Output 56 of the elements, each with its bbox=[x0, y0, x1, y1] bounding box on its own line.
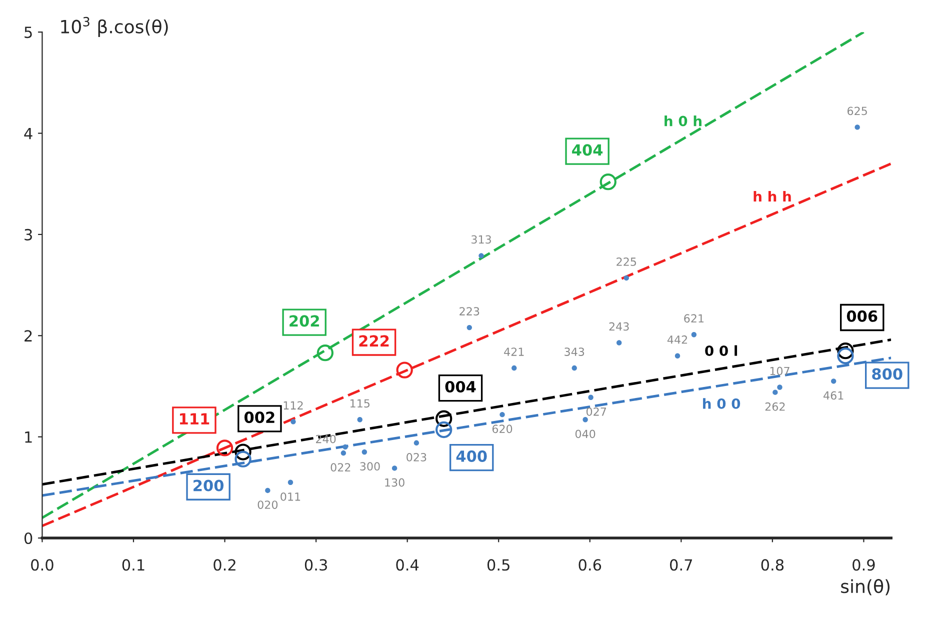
annotation: 442 bbox=[667, 335, 687, 344]
x-tick-label: 0.7 bbox=[670, 559, 692, 571]
annotation: 461 bbox=[824, 391, 844, 400]
annotation: 023 bbox=[406, 453, 426, 462]
annotation: 006 bbox=[846, 310, 878, 322]
series-label: h 0 0 bbox=[703, 398, 740, 409]
x-tick-label: 0.1 bbox=[122, 559, 144, 571]
annotation: 343 bbox=[564, 348, 584, 356]
annotation: 400 bbox=[456, 450, 487, 462]
annotation: 625 bbox=[848, 106, 867, 116]
y-axis-title: 10$^{3}$ β.cos(θ) bbox=[61, 16, 168, 37]
x-tick-label: 0.3 bbox=[304, 559, 327, 571]
annotation: 112 bbox=[284, 401, 303, 410]
x-tick-label: 0.0 bbox=[31, 559, 54, 571]
annotation: 011 bbox=[280, 492, 300, 501]
y-tick-label: 2 bbox=[24, 330, 32, 342]
y-tick-label: 4 bbox=[24, 128, 32, 140]
annotation: 404 bbox=[572, 144, 603, 156]
annotation: 240 bbox=[316, 434, 336, 444]
annotation: 040 bbox=[575, 430, 596, 438]
annotation: 222 bbox=[359, 335, 389, 346]
annotation: 022 bbox=[330, 463, 350, 472]
annotation: 621 bbox=[684, 314, 704, 323]
y-tick-label: 3 bbox=[24, 228, 32, 240]
x-tick-label: 0.8 bbox=[761, 559, 784, 571]
annotation: 421 bbox=[504, 348, 524, 356]
annotation: 111 bbox=[180, 413, 210, 424]
x-tick-label: 0.9 bbox=[852, 559, 875, 571]
annotation: 004 bbox=[445, 380, 476, 392]
x-tick-label: 0.5 bbox=[487, 559, 510, 571]
annotation: 027 bbox=[586, 407, 606, 416]
y-tick-label: 1 bbox=[25, 432, 32, 443]
x-tick-label: 0.2 bbox=[214, 559, 236, 571]
y-tick-label: 5 bbox=[24, 26, 32, 38]
annotation: 300 bbox=[360, 462, 380, 471]
annotation: 107 bbox=[770, 366, 790, 376]
x-axis-title: sin(θ) bbox=[841, 579, 890, 596]
series-label: 0 0 l bbox=[705, 345, 738, 356]
annotation: 620 bbox=[492, 424, 512, 434]
annotation: 313 bbox=[472, 235, 491, 244]
x-tick-label: 0.4 bbox=[396, 559, 419, 571]
annotation: 130 bbox=[385, 478, 404, 487]
annotation: 800 bbox=[872, 368, 902, 380]
annotation: 225 bbox=[616, 258, 636, 266]
annotation: 262 bbox=[765, 402, 785, 411]
annotation: 115 bbox=[350, 399, 370, 408]
annotation: 223 bbox=[460, 307, 480, 316]
x-tick-label: 0.6 bbox=[578, 559, 602, 571]
annotation: 243 bbox=[609, 322, 629, 331]
annotation: 020 bbox=[258, 500, 278, 509]
annotation: 202 bbox=[290, 315, 319, 327]
y-tick-label: 0 bbox=[24, 532, 32, 544]
series-label: h h h bbox=[754, 190, 791, 202]
series-label: h 0 h bbox=[664, 116, 702, 126]
annotation: 200 bbox=[194, 480, 224, 492]
annotation: 002 bbox=[244, 412, 274, 424]
